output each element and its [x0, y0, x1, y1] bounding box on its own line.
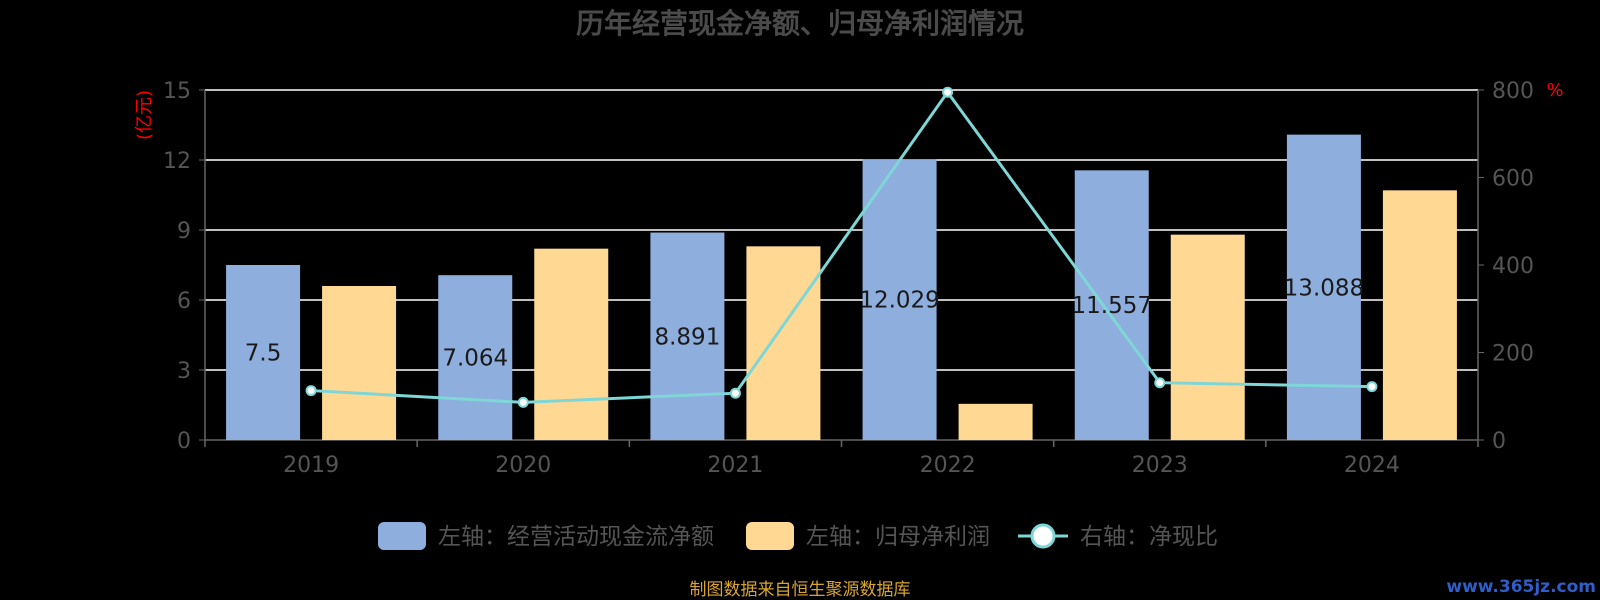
data-label-cashflow: 13.088 [1284, 275, 1364, 301]
bar-cashflow [862, 159, 937, 440]
data-label-cashflow: 11.557 [1072, 293, 1152, 319]
chart-title: 历年经营现金净额、归母净利润情况 [576, 7, 1024, 40]
legend-label: 右轴：净现比 [1080, 524, 1218, 550]
axes: 0 3 6 9 12 15 0 200 400 600 800 2019 2020 2021 2022 202… [163, 79, 1534, 478]
left-tick-label: 9 [177, 219, 191, 244]
bars [226, 134, 1457, 440]
legend-label: 左轴：归母净利润 [806, 524, 990, 550]
watermark: www.365jz.com [1446, 577, 1596, 597]
x-tick-label: 2021 [707, 453, 763, 478]
right-tick-label: 600 [1492, 167, 1534, 192]
bar-profit [322, 286, 397, 440]
data-label-cashflow: 8.891 [654, 324, 720, 350]
right-tick-label: 0 [1492, 429, 1506, 454]
ratio-point [1366, 381, 1378, 393]
left-axis-unit: (亿元) [134, 90, 155, 140]
right-tick-label: 800 [1492, 79, 1534, 104]
ratio-point [517, 396, 529, 408]
left-tick-label: 15 [163, 79, 191, 104]
ratio-point [305, 385, 317, 397]
bar-cashflow [226, 265, 301, 440]
ratio-line-path [310, 89, 1372, 404]
x-tick-label: 2019 [283, 453, 339, 478]
bar-profit [534, 248, 609, 440]
legend-swatch [746, 522, 794, 550]
bar-cashflow [438, 275, 513, 440]
ratio-point [942, 86, 954, 98]
source-note: 制图数据来自恒生聚源数据库 [690, 580, 911, 600]
legend-swatch [378, 522, 426, 550]
left-tick-label: 6 [177, 289, 191, 314]
left-tick-label: 3 [177, 359, 191, 384]
ratio-line [305, 86, 1378, 408]
right-axis-unit: % [1546, 80, 1563, 101]
ratio-point [1154, 377, 1166, 389]
data-label-cashflow: 7.5 [245, 341, 282, 367]
bar-profit [1170, 234, 1245, 440]
bar-cashflow [1286, 134, 1361, 440]
data-labels: 7.5 7.064 8.891 12.029 11.557 13.088 [245, 275, 1364, 371]
data-label-cashflow: 12.029 [859, 288, 939, 314]
x-tick-label: 2022 [920, 453, 976, 478]
left-tick-label: 0 [177, 429, 191, 454]
bar-cashflow [1074, 170, 1149, 440]
right-tick-label: 400 [1492, 254, 1534, 279]
grid-lines [205, 89, 1478, 371]
legend-swatch-point [1030, 523, 1056, 549]
bar-profit [746, 246, 821, 440]
x-tick-label: 2020 [495, 453, 551, 478]
x-tick-label: 2023 [1132, 453, 1188, 478]
bar-profit [958, 403, 1033, 440]
ratio-point [729, 387, 741, 399]
left-tick-label: 12 [163, 149, 191, 174]
data-label-cashflow: 7.064 [442, 346, 508, 372]
x-tick-label: 2024 [1344, 453, 1400, 478]
bar-profit [1382, 190, 1457, 440]
right-tick-label: 200 [1492, 342, 1534, 367]
bar-cashflow [650, 232, 725, 440]
legend: 左轴：经营活动现金流净额 左轴：归母净利润 右轴：净现比 [378, 522, 1218, 550]
legend-label: 左轴：经营活动现金流净额 [438, 524, 714, 550]
